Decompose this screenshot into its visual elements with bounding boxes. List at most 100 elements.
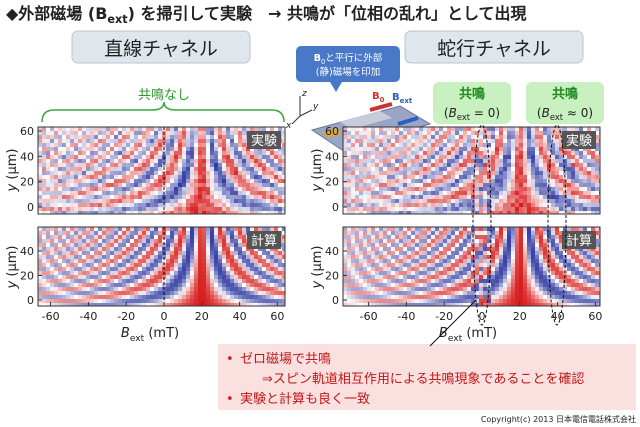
heatmap-cell	[78, 255, 82, 259]
heatmap-cell	[387, 159, 391, 163]
heatmap-cell	[495, 263, 499, 267]
heatmap-cell	[198, 151, 202, 155]
heatmap-cell	[98, 235, 102, 239]
heatmap-cell	[503, 127, 507, 131]
heatmap-cell	[102, 295, 106, 299]
heatmap-cell	[198, 263, 202, 267]
heatmap-cell	[166, 171, 170, 175]
heatmap-cell	[202, 235, 206, 239]
heatmap-cell	[38, 243, 42, 247]
heatmap-cell	[194, 287, 198, 291]
heatmap-cell	[38, 131, 42, 135]
heatmap-cell	[523, 207, 527, 211]
heatmap-cell	[178, 303, 182, 306]
heatmap-cell	[122, 155, 126, 159]
heatmap-cell	[242, 255, 246, 259]
heatmap-cell	[539, 195, 543, 199]
heatmap-cell	[491, 151, 495, 155]
heatmap-cell	[138, 143, 142, 147]
heatmap-cell	[399, 191, 403, 195]
heatmap-cell	[46, 163, 50, 167]
heatmap-cell	[210, 271, 214, 275]
heatmap-cell	[126, 139, 130, 143]
heatmap-cell	[54, 191, 58, 195]
heatmap-cell	[435, 195, 439, 199]
heatmap-cell	[154, 183, 158, 187]
heatmap-cell	[54, 179, 58, 183]
heatmap-cell	[591, 187, 595, 191]
heatmap-cell	[198, 203, 202, 207]
heatmap-cell	[154, 167, 158, 171]
heatmap-cell	[50, 247, 54, 251]
heatmap-cell	[435, 147, 439, 151]
heatmap-cell	[403, 135, 407, 139]
heatmap-cell	[58, 127, 62, 131]
heatmap-cell	[467, 183, 471, 187]
heatmap-cell	[254, 295, 258, 299]
heatmap-cell	[222, 243, 226, 247]
heatmap-cell	[391, 243, 395, 247]
heatmap-cell	[443, 227, 447, 231]
heatmap-cell	[451, 143, 455, 147]
heatmap-cell	[194, 251, 198, 255]
heatmap-cell	[118, 159, 122, 163]
heatmap-cell	[58, 135, 62, 139]
heatmap-cell	[451, 139, 455, 143]
heatmap-cell	[102, 251, 106, 255]
heatmap-cell	[282, 163, 285, 167]
heatmap-cell	[507, 271, 511, 275]
heatmap-cell	[178, 247, 182, 251]
heatmap-cell	[443, 263, 447, 267]
heatmap-cell	[278, 275, 282, 279]
heatmap-cell	[238, 271, 242, 275]
heatmap-cell	[138, 195, 142, 199]
heatmap-cell	[230, 287, 234, 291]
heatmap-cell	[479, 147, 483, 151]
heatmap-cell	[182, 259, 186, 263]
heatmap-cell	[214, 287, 218, 291]
heatmap-cell	[539, 135, 543, 139]
heatmap-cell	[539, 151, 543, 155]
heatmap-cell	[375, 231, 379, 235]
heatmap-cell	[150, 235, 154, 239]
heatmap-cell	[170, 255, 174, 259]
heatmap-cell	[238, 295, 242, 299]
heatmap-cell	[278, 199, 282, 203]
heatmap-cell	[523, 259, 527, 263]
heatmap-cell	[571, 271, 575, 275]
heatmap-cell	[274, 255, 278, 259]
heatmap-cell	[214, 235, 218, 239]
heatmap-cell	[459, 147, 463, 151]
heatmap-cell	[515, 131, 519, 135]
heatmap-cell	[166, 187, 170, 191]
heatmap-cell	[443, 203, 447, 207]
heatmap-cell	[262, 187, 266, 191]
heatmap-cell	[82, 227, 86, 231]
heatmap-cell	[90, 283, 94, 287]
heatmap-cell	[367, 127, 371, 131]
heatmap-cell	[343, 243, 347, 247]
heatmap-cell	[423, 159, 427, 163]
heatmap-cell	[555, 255, 559, 259]
heatmap-cell	[595, 275, 599, 279]
heatmap-cell	[174, 243, 178, 247]
heatmap-cell	[170, 247, 174, 251]
heatmap-cell	[46, 159, 50, 163]
heatmap-cell	[435, 187, 439, 191]
heatmap-cell	[122, 231, 126, 235]
heatmap-cell	[266, 199, 270, 203]
heatmap-cell	[491, 171, 495, 175]
heatmap-cell	[106, 279, 110, 283]
heatmap-cell	[591, 211, 595, 214]
heatmap-cell	[158, 287, 162, 291]
heatmap-cell	[475, 243, 479, 247]
heatmap-cell	[375, 143, 379, 147]
heatmap-cell	[543, 255, 547, 259]
heatmap-cell	[262, 295, 266, 299]
heatmap-cell	[126, 155, 130, 159]
heatmap-cell	[579, 163, 583, 167]
heatmap-cell	[210, 263, 214, 267]
heatmap-cell	[282, 247, 285, 251]
heatmap-cell	[507, 131, 511, 135]
heatmap-cell	[427, 155, 431, 159]
